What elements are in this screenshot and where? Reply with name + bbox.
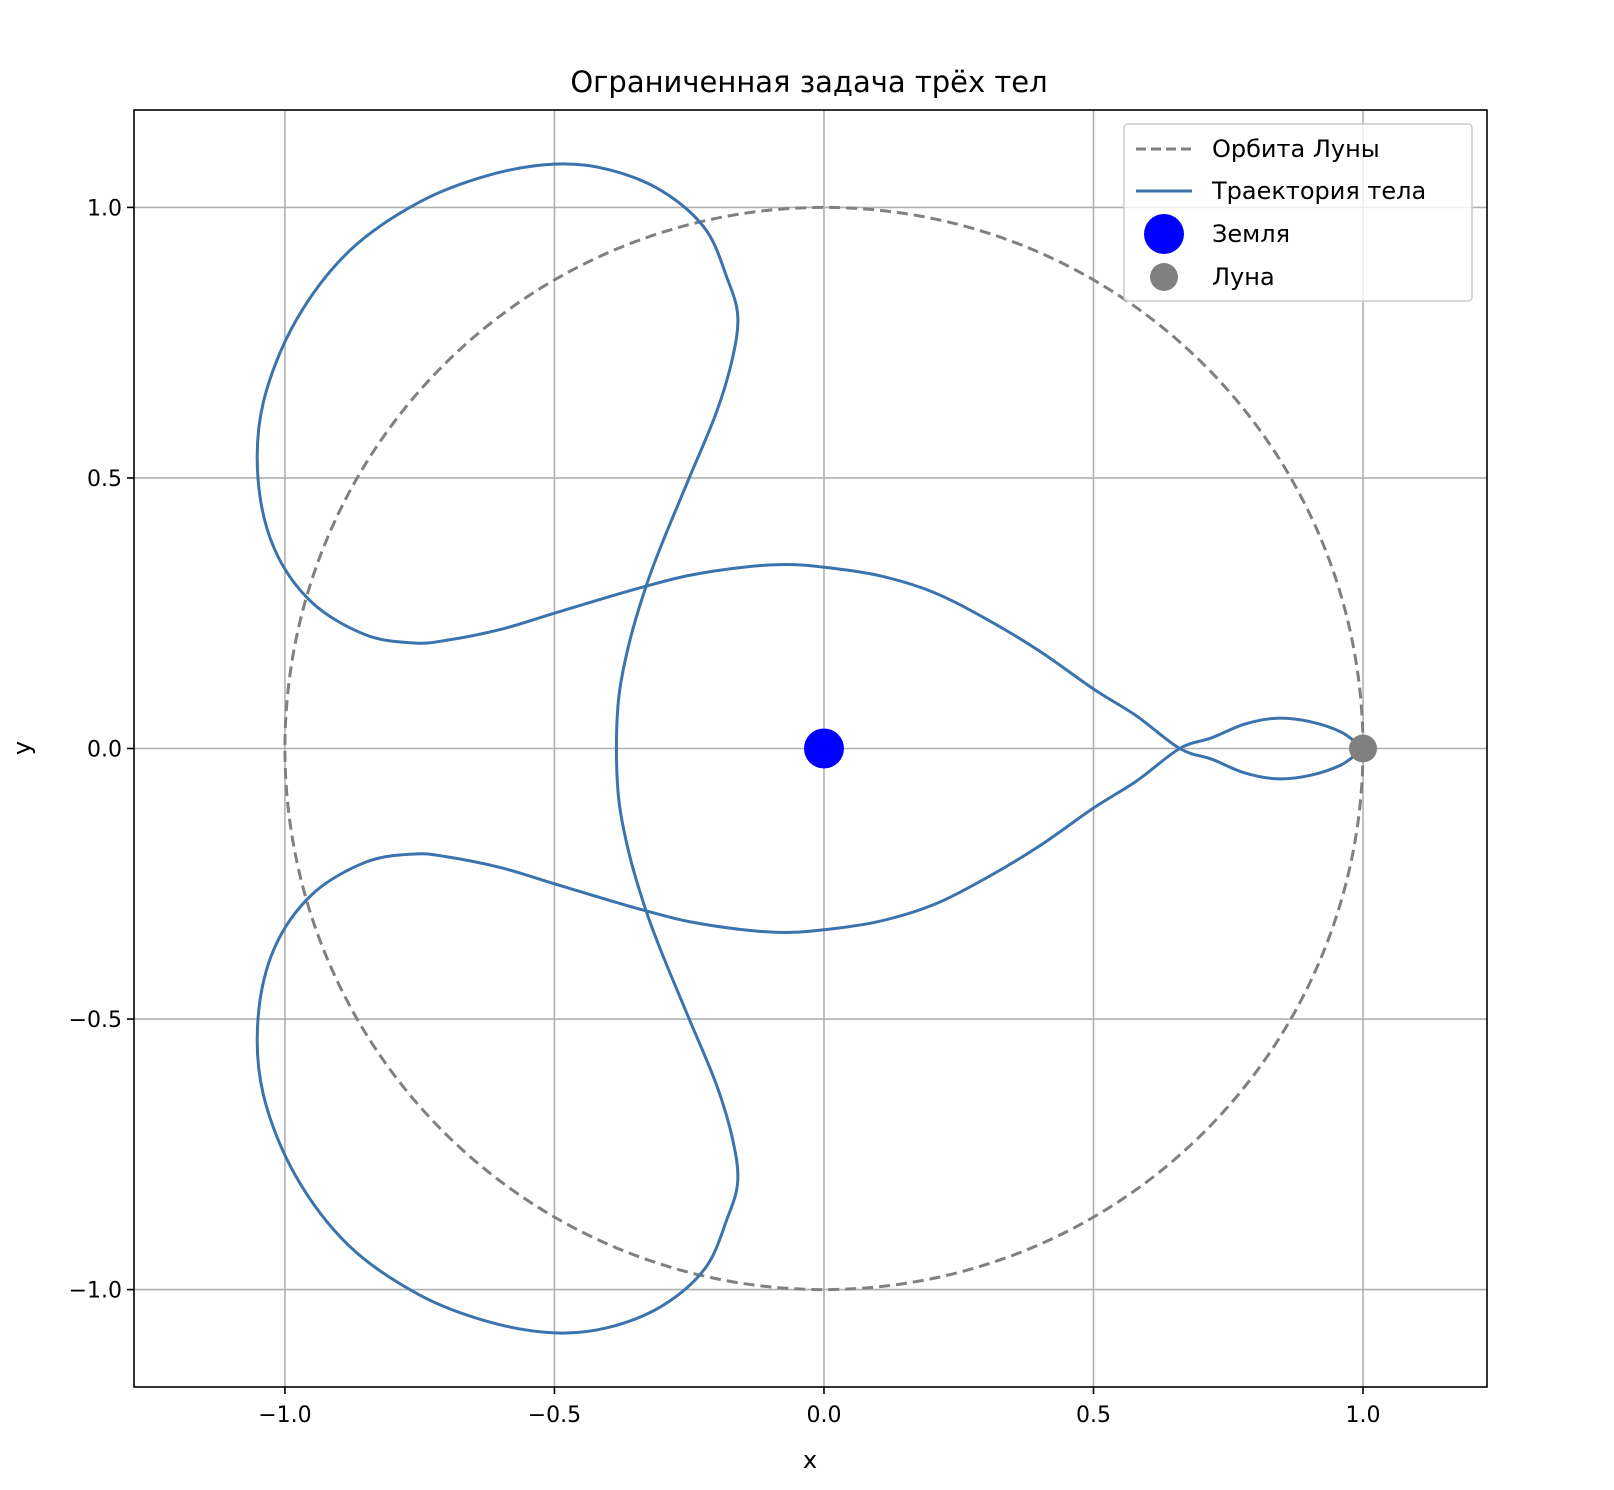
legend-box bbox=[1123, 123, 1473, 302]
y-axis-label: y bbox=[8, 741, 36, 755]
plot-area bbox=[255, 162, 1378, 1335]
moon-marker bbox=[1349, 734, 1378, 763]
chart-title: Ограниченная задача трёх тел bbox=[570, 65, 1047, 99]
y-tick-label-1: −0.5 bbox=[69, 1008, 122, 1033]
earth-marker bbox=[803, 728, 844, 769]
x-tick-label-4: 1.0 bbox=[1346, 1403, 1381, 1428]
x-axis-label: x bbox=[803, 1446, 817, 1474]
trajectory-line bbox=[255, 162, 1364, 1335]
legend-label-moon-orbit: Орбита Луны bbox=[1212, 135, 1380, 163]
x-tick-label-2: 0.0 bbox=[806, 1403, 841, 1428]
x-tick-label-1: −0.5 bbox=[528, 1403, 581, 1428]
ticks: −1.0 −0.5 0.0 0.5 1.0 −1.0 −0.5 0.0 0.5 1.0 bbox=[69, 196, 1381, 1428]
y-tick-label-4: 1.0 bbox=[87, 196, 122, 221]
legend-label-moon: Луна bbox=[1212, 263, 1275, 291]
legend-label-trajectory: Траектория тела bbox=[1211, 177, 1426, 205]
legend-label-earth: Земля bbox=[1212, 220, 1290, 248]
y-tick-label-2: 0.0 bbox=[87, 738, 122, 763]
x-tick-label-0: −1.0 bbox=[258, 1403, 311, 1428]
y-tick-label-0: −1.0 bbox=[69, 1279, 122, 1304]
legend-marker-earth bbox=[1144, 214, 1184, 254]
legend: Орбита Луны Траектория тела Земля Луна bbox=[1123, 123, 1473, 302]
legend-marker-moon bbox=[1150, 263, 1178, 291]
y-tick-label-3: 0.5 bbox=[87, 467, 122, 492]
x-tick-label-3: 0.5 bbox=[1076, 1403, 1111, 1428]
